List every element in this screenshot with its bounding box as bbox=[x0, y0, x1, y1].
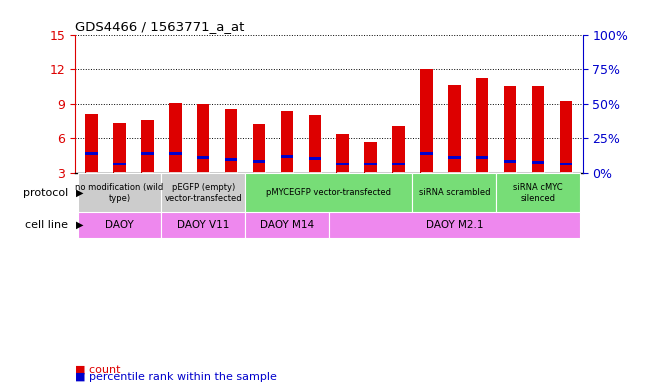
Bar bbox=[141, 120, 154, 173]
Bar bbox=[337, 162, 349, 166]
Text: GSM550692: GSM550692 bbox=[171, 173, 180, 228]
Text: ▶: ▶ bbox=[76, 220, 84, 230]
Bar bbox=[113, 123, 126, 173]
Bar bbox=[161, 173, 245, 212]
Bar bbox=[560, 162, 572, 166]
Text: GSM550696: GSM550696 bbox=[283, 173, 292, 228]
Bar bbox=[504, 86, 516, 173]
Bar bbox=[225, 159, 238, 161]
Text: GSM550703: GSM550703 bbox=[561, 173, 570, 228]
Bar bbox=[392, 126, 405, 173]
Bar bbox=[420, 69, 433, 173]
Bar bbox=[392, 162, 405, 166]
Bar bbox=[77, 173, 161, 212]
Bar bbox=[161, 212, 245, 238]
Bar bbox=[225, 109, 238, 173]
Text: GSM550694: GSM550694 bbox=[227, 173, 236, 228]
Bar bbox=[420, 152, 433, 155]
Text: GSM550687: GSM550687 bbox=[115, 173, 124, 228]
Bar bbox=[281, 155, 293, 158]
Text: ■ count: ■ count bbox=[75, 364, 120, 374]
Text: GSM550700: GSM550700 bbox=[478, 173, 487, 228]
Bar bbox=[169, 103, 182, 173]
Bar bbox=[245, 173, 413, 212]
Bar bbox=[113, 162, 126, 166]
Text: GSM550693: GSM550693 bbox=[199, 173, 208, 228]
Text: GSM550695: GSM550695 bbox=[255, 173, 264, 228]
Text: GSM550689: GSM550689 bbox=[339, 173, 347, 228]
Bar bbox=[329, 212, 580, 238]
Bar bbox=[309, 115, 321, 173]
Bar bbox=[169, 152, 182, 155]
Bar bbox=[141, 152, 154, 155]
Bar bbox=[476, 156, 488, 159]
Text: GDS4466 / 1563771_a_at: GDS4466 / 1563771_a_at bbox=[75, 20, 244, 33]
Text: siRNA scrambled: siRNA scrambled bbox=[419, 188, 490, 197]
Bar bbox=[413, 173, 496, 212]
Text: no modification (wild
type): no modification (wild type) bbox=[76, 182, 163, 203]
Text: DAOY M2.1: DAOY M2.1 bbox=[426, 220, 483, 230]
Bar bbox=[448, 85, 461, 173]
Bar bbox=[448, 156, 461, 159]
Text: pMYCEGFP vector-transfected: pMYCEGFP vector-transfected bbox=[266, 188, 391, 197]
Text: cell line: cell line bbox=[25, 220, 68, 230]
Bar bbox=[532, 161, 544, 164]
Bar bbox=[253, 124, 266, 173]
Bar bbox=[365, 142, 377, 173]
Bar bbox=[337, 134, 349, 173]
Text: siRNA cMYC
silenced: siRNA cMYC silenced bbox=[513, 182, 563, 203]
Bar bbox=[560, 101, 572, 173]
Text: pEGFP (empty)
vector-transfected: pEGFP (empty) vector-transfected bbox=[165, 182, 242, 203]
Text: GSM550688: GSM550688 bbox=[143, 173, 152, 228]
Bar bbox=[532, 86, 544, 173]
Bar bbox=[253, 160, 266, 162]
Bar bbox=[85, 152, 98, 155]
Bar bbox=[197, 156, 210, 159]
Text: GSM550697: GSM550697 bbox=[311, 173, 319, 228]
Text: DAOY: DAOY bbox=[105, 220, 134, 230]
Text: GSM550699: GSM550699 bbox=[450, 173, 459, 228]
Text: ▶: ▶ bbox=[76, 188, 84, 198]
Bar bbox=[85, 114, 98, 173]
Text: DAOY M14: DAOY M14 bbox=[260, 220, 314, 230]
Text: protocol: protocol bbox=[23, 188, 68, 198]
Bar bbox=[77, 212, 161, 238]
Bar bbox=[281, 111, 293, 173]
Text: ■ percentile rank within the sample: ■ percentile rank within the sample bbox=[75, 372, 277, 382]
Bar bbox=[496, 173, 580, 212]
Text: GSM550686: GSM550686 bbox=[87, 173, 96, 228]
Bar bbox=[309, 157, 321, 160]
Text: GSM550690: GSM550690 bbox=[366, 173, 375, 228]
Text: GSM550691: GSM550691 bbox=[394, 173, 403, 228]
Text: GSM550701: GSM550701 bbox=[506, 173, 514, 228]
Text: GSM550698: GSM550698 bbox=[422, 173, 431, 228]
Text: GSM550702: GSM550702 bbox=[534, 173, 542, 228]
Bar bbox=[197, 104, 210, 173]
Text: DAOY V11: DAOY V11 bbox=[177, 220, 229, 230]
Bar bbox=[365, 162, 377, 166]
Bar bbox=[504, 160, 516, 162]
Bar bbox=[476, 78, 488, 173]
Bar bbox=[245, 212, 329, 238]
